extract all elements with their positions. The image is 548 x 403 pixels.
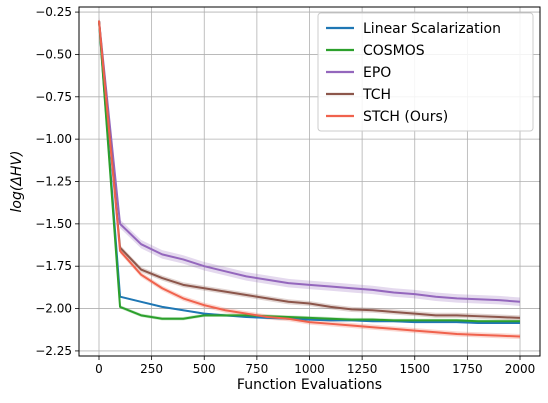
y-tick-label: −0.25 <box>35 5 72 19</box>
line-series-2 <box>98 20 521 303</box>
x-tick-label: 1750 <box>452 362 483 376</box>
legend-label: EPO <box>363 65 391 81</box>
line-series-3 <box>98 20 521 319</box>
legend-label: COSMOS <box>363 43 425 59</box>
x-tick-label: 1000 <box>294 362 325 376</box>
y-tick-label: −1.50 <box>35 217 72 231</box>
x-tick-label: 1250 <box>347 362 378 376</box>
x-axis-ticks: 0 250 500 750 1000 1250 1500 1750 2000 <box>95 356 535 376</box>
series-lines <box>98 20 521 338</box>
y-tick-label: −1.00 <box>35 132 72 146</box>
line-series-0 <box>98 20 521 324</box>
x-tick-label: 250 <box>140 362 163 376</box>
x-tick-label: 500 <box>193 362 216 376</box>
x-tick-label: 2000 <box>505 362 536 376</box>
y-tick-label: −0.50 <box>35 47 72 61</box>
legend-label: Linear Scalarization <box>363 21 501 37</box>
y-axis-title: log(ΔHV) <box>9 151 25 213</box>
x-tick-label: 1500 <box>399 362 430 376</box>
line-series-4 <box>98 20 521 338</box>
legend-label: TCH <box>362 87 391 103</box>
x-tick-label: 0 <box>95 362 103 376</box>
y-tick-label: −2.25 <box>35 344 72 358</box>
y-tick-label: −0.75 <box>35 90 72 104</box>
line-series-1 <box>98 20 521 323</box>
legend-box <box>317 12 534 132</box>
y-tick-label: −1.75 <box>35 259 72 273</box>
legend: Linear Scalarization COSMOS EPO TCH STCH (Ou… <box>317 12 534 132</box>
y-axis-ticks: −0.25 −0.50 −0.75 −1.00 −1.25 −1.50 −1.75 −2.00… <box>35 5 79 358</box>
x-tick-label: 750 <box>245 362 268 376</box>
y-tick-label: −1.25 <box>35 175 72 189</box>
y-tick-label: −2.00 <box>35 302 72 316</box>
x-axis-title: Function Evaluations <box>237 377 382 393</box>
legend-label: STCH (Ours) <box>363 109 448 125</box>
